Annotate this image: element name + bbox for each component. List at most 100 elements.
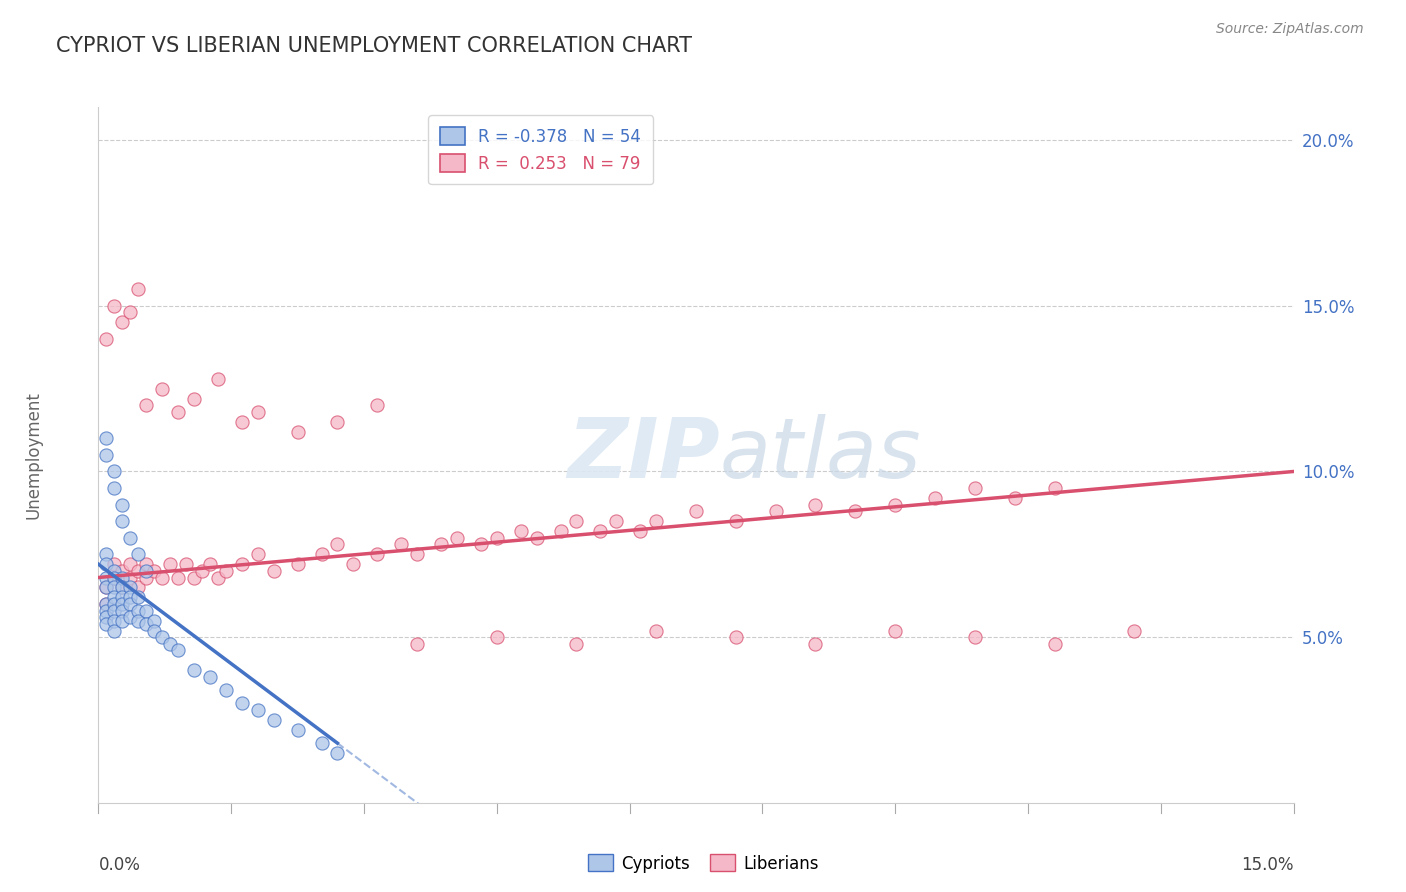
Point (645, 624, 668, 638)
Point (366, 398, 388, 412)
Point (406, 637, 429, 651)
Point (470, 537, 492, 551)
Point (159, 637, 181, 651)
Point (96, 604, 118, 618)
Point (135, 604, 157, 618)
Point (103, 558, 125, 572)
Point (111, 597, 134, 611)
Point (430, 537, 453, 551)
Point (565, 514, 588, 528)
Point (191, 564, 214, 578)
Text: atlas: atlas (720, 415, 921, 495)
Point (103, 570, 125, 584)
Point (103, 581, 125, 595)
Point (198, 670, 221, 684)
Point (406, 547, 429, 561)
Point (167, 405, 190, 419)
Point (326, 537, 349, 551)
Point (120, 581, 142, 595)
Point (246, 547, 269, 561)
Point (135, 558, 157, 572)
Text: 0.0%: 0.0% (98, 855, 141, 874)
Point (111, 315, 134, 329)
Point (485, 531, 508, 545)
Point (103, 597, 125, 611)
Point (342, 558, 364, 572)
Point (263, 713, 285, 727)
Point (485, 630, 508, 644)
Point (135, 398, 157, 412)
Point (111, 614, 134, 628)
Point (111, 604, 134, 618)
Point (326, 746, 349, 760)
Point (1123, 624, 1146, 638)
Point (207, 372, 229, 386)
Point (311, 736, 333, 750)
Point (127, 547, 149, 561)
Point (111, 498, 134, 512)
Point (120, 305, 142, 319)
Text: Unemployment: Unemployment (25, 391, 42, 519)
Point (103, 299, 125, 313)
Point (207, 570, 229, 584)
Point (628, 524, 651, 538)
Point (120, 570, 142, 584)
Point (366, 547, 388, 561)
Point (150, 382, 173, 396)
Point (96, 332, 118, 346)
Point (127, 564, 149, 578)
Point (143, 564, 166, 578)
Point (804, 637, 827, 651)
Point (103, 564, 125, 578)
Point (287, 558, 309, 572)
Point (215, 564, 238, 578)
Point (287, 723, 309, 737)
Point (804, 498, 827, 512)
Point (924, 491, 946, 505)
Point (231, 415, 253, 429)
Point (111, 514, 134, 528)
Point (96, 581, 118, 595)
Point (884, 498, 907, 512)
Point (111, 591, 134, 605)
Point (120, 531, 142, 545)
Point (963, 481, 986, 495)
Point (509, 524, 531, 538)
Point (127, 591, 149, 605)
Point (103, 604, 125, 618)
Point (246, 703, 269, 717)
Point (1043, 481, 1066, 495)
Point (103, 570, 125, 584)
Point (120, 597, 142, 611)
Point (159, 558, 181, 572)
Point (963, 630, 986, 644)
Point (724, 630, 747, 644)
Point (605, 514, 627, 528)
Point (127, 282, 149, 296)
Point (198, 558, 221, 572)
Point (526, 531, 548, 545)
Point (111, 581, 134, 595)
Point (765, 504, 787, 518)
Text: CYPRIOT VS LIBERIAN UNEMPLOYMENT CORRELATION CHART: CYPRIOT VS LIBERIAN UNEMPLOYMENT CORRELA… (56, 36, 692, 55)
Point (96, 448, 118, 462)
Point (96, 547, 118, 561)
Point (96, 581, 118, 595)
Point (685, 504, 707, 518)
Point (167, 570, 190, 584)
Point (103, 591, 125, 605)
Point (844, 504, 866, 518)
Point (127, 581, 149, 595)
Point (143, 624, 166, 638)
Point (135, 570, 157, 584)
Point (103, 465, 125, 479)
Point (103, 481, 125, 495)
Point (135, 616, 157, 631)
Point (120, 558, 142, 572)
Point (565, 637, 588, 651)
Point (231, 558, 253, 572)
Point (96, 597, 118, 611)
Legend: Cypriots, Liberians: Cypriots, Liberians (581, 847, 825, 880)
Point (111, 581, 134, 595)
Point (174, 558, 197, 572)
